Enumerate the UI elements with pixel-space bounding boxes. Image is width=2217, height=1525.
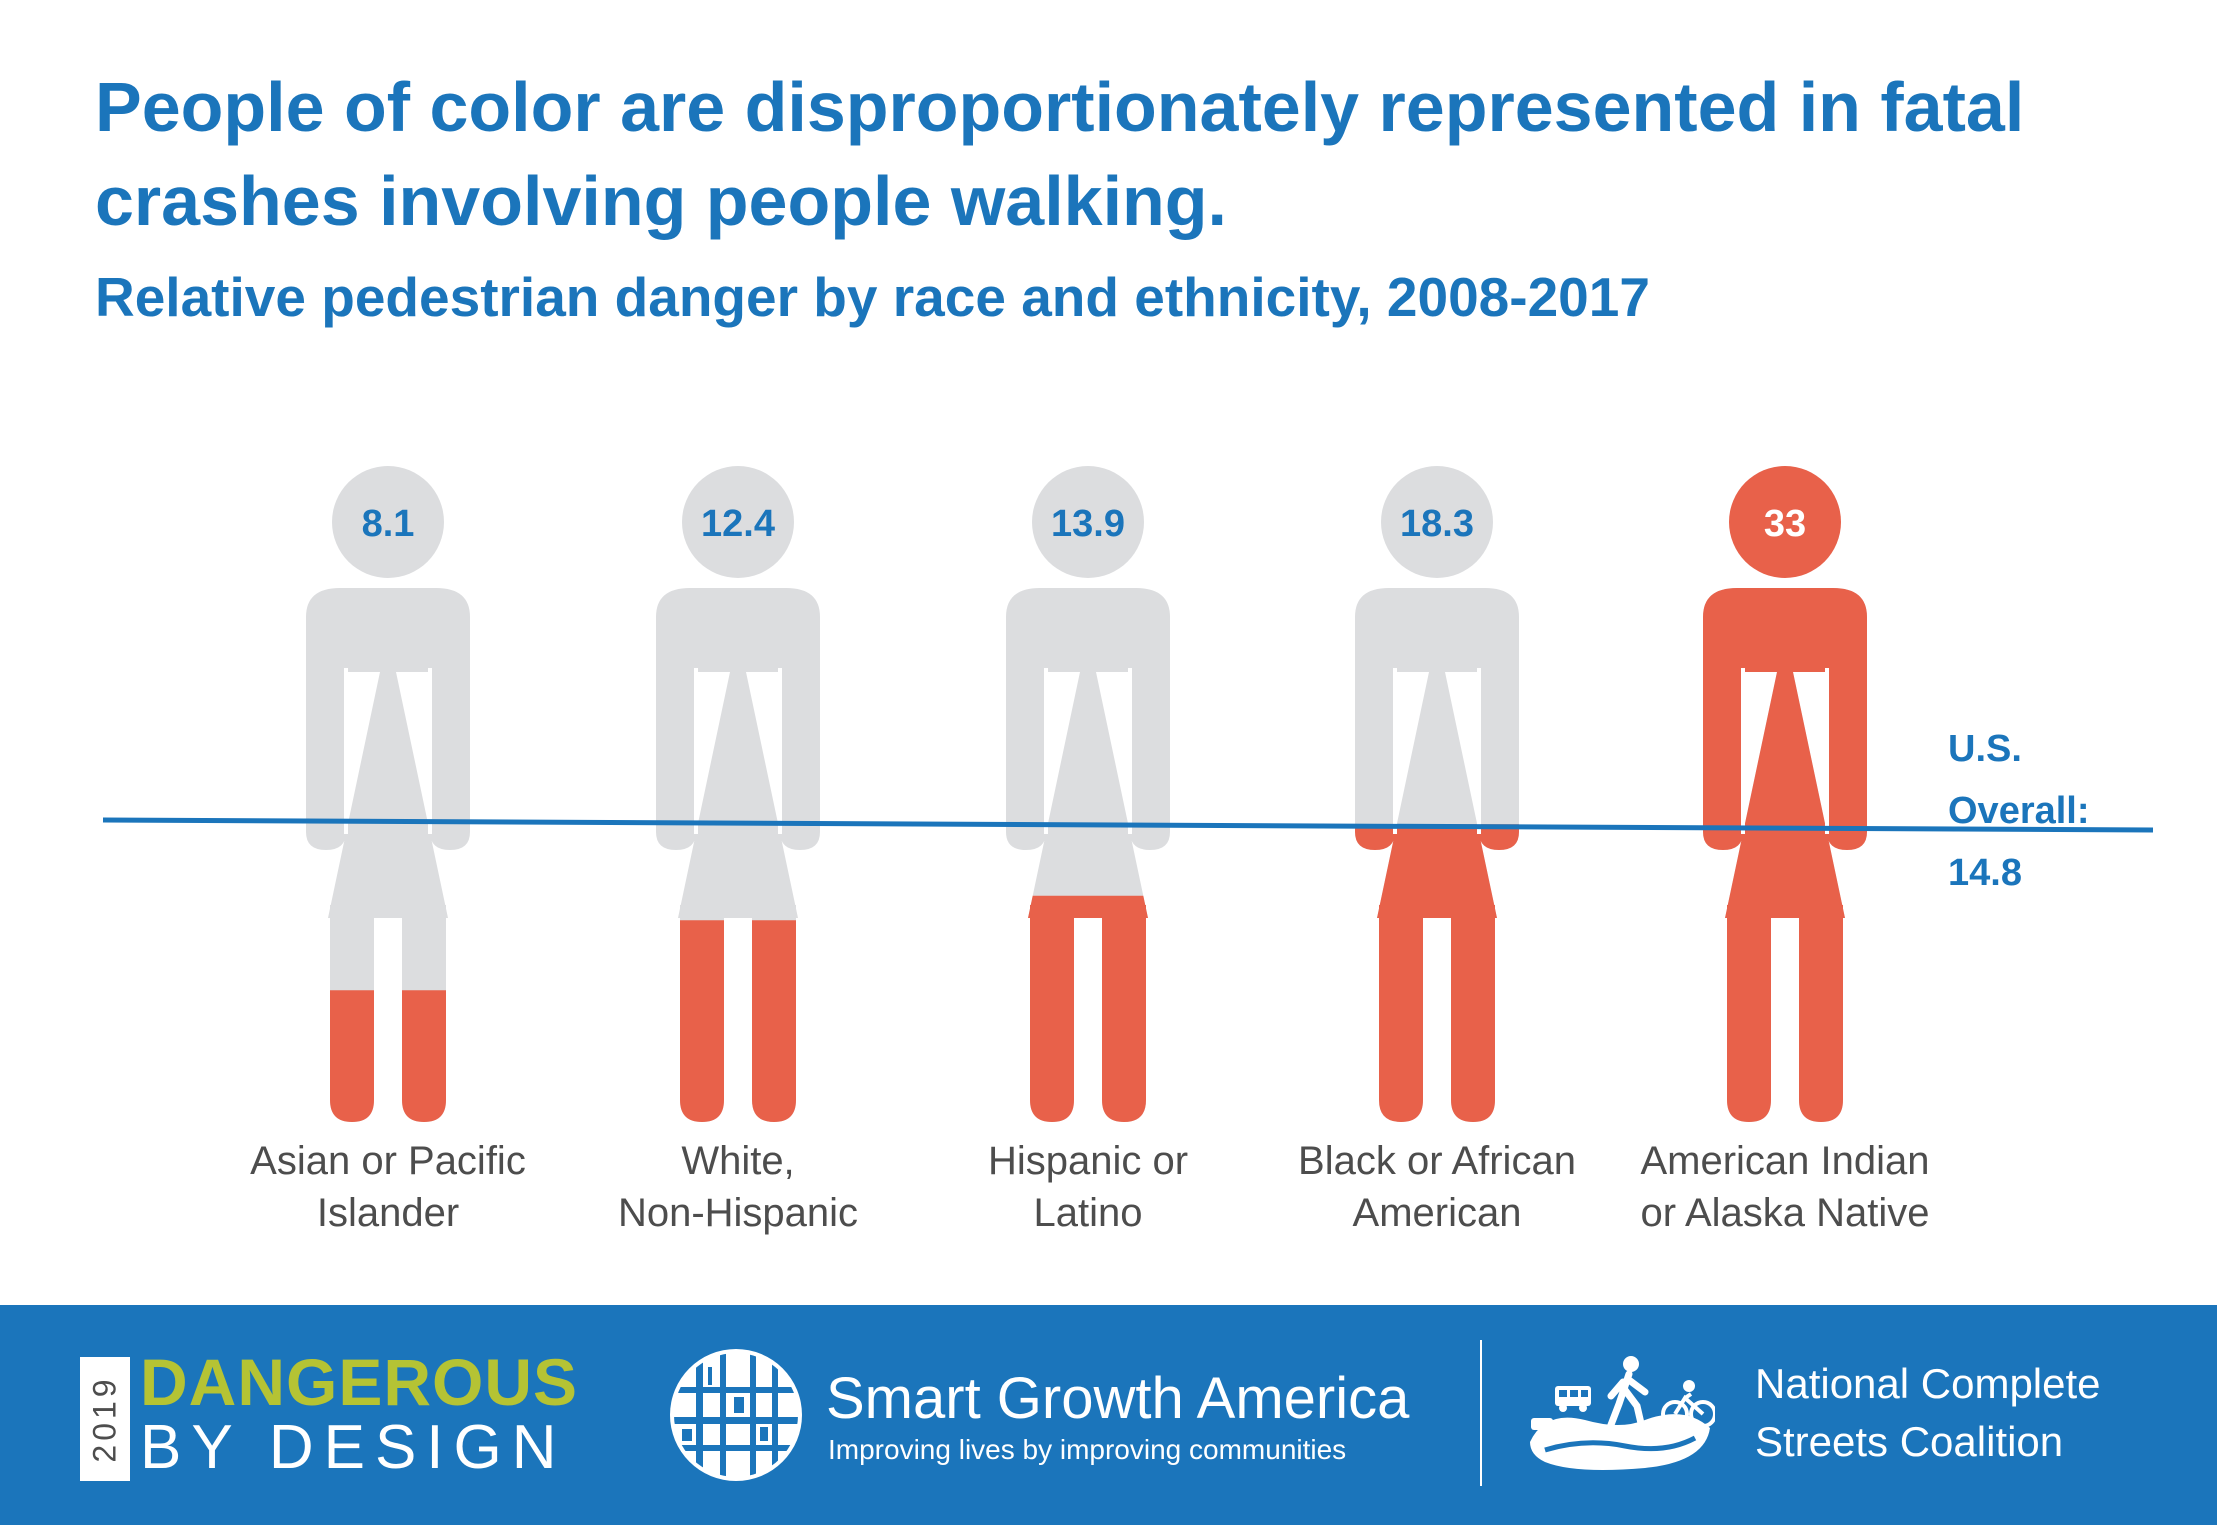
dbd-logo-line-1: DANGEROUS	[140, 1345, 579, 1419]
value-label-4: 33	[1764, 503, 1806, 545]
category-label-0: Asian or Pacific Islander	[223, 1135, 553, 1239]
figure-3: 18.3	[1355, 466, 1519, 1122]
figure-head-1	[682, 466, 794, 578]
category-label-1-line-1: Non-Hispanic	[617, 1191, 859, 1235]
category-label-2: Hispanic or Latino	[923, 1135, 1253, 1239]
value-label-1: 12.4	[701, 503, 775, 545]
figure-fill-1	[680, 920, 796, 1122]
us-overall-reference-line	[102, 817, 2154, 833]
category-label-3: Black or African American	[1272, 1135, 1602, 1239]
category-label-4-line-1: or Alaska Native	[1640, 1191, 1930, 1235]
pictogram-chart: 8.1 12.4 13.9 18.3 33	[102, 466, 2154, 1122]
category-label-0-line-1: Islander	[316, 1191, 460, 1235]
category-label-3-line-0: Black or African	[1298, 1139, 1576, 1183]
footer-banner: 2019 DANGEROUS BY DESIGN Smart Growth Am…	[0, 1305, 2217, 1525]
sga-name: Smart Growth America	[826, 1366, 1410, 1431]
figure-head-3	[1381, 466, 1493, 578]
sga-tagline: Improving lives by improving communities	[828, 1434, 1347, 1465]
figure-fill-2	[1028, 895, 1148, 1122]
dbd-year-box: 2019	[80, 1357, 130, 1481]
dbd-logo-line-2: BY DESIGN	[140, 1413, 567, 1482]
us-overall-label-line-2: Overall:	[1948, 790, 2090, 832]
figure-2: 13.9	[1006, 466, 1170, 1122]
figure-1: 12.4	[656, 466, 820, 1122]
value-label-3: 18.3	[1400, 503, 1474, 545]
category-label-2-line-0: Hispanic or	[987, 1139, 1189, 1183]
figure-4: 33	[1703, 466, 1867, 1122]
figure-fill-4	[1703, 588, 1867, 1122]
complete-streets-logo-icon	[1530, 1356, 1715, 1470]
page-title: People of color are disproportionately r…	[95, 68, 2025, 240]
footer-divider	[1480, 1340, 1482, 1486]
dbd-year: 2019	[86, 1375, 123, 1463]
ncsc-name: National Complete Streets Coalition	[1755, 1360, 2101, 1465]
value-label-2: 13.9	[1051, 503, 1125, 545]
us-overall-label-line-1: U.S.	[1948, 728, 2022, 770]
category-label-0-line-0: Asian or Pacific	[250, 1139, 526, 1183]
figure-head-0	[332, 466, 444, 578]
category-label-3-line-1: American	[1352, 1191, 1522, 1235]
page-subtitle: Relative pedestrian danger by race and e…	[95, 266, 1650, 328]
figure-0: 8.1	[306, 466, 470, 1122]
category-label-4-line-0: American Indian	[1640, 1139, 1930, 1183]
us-overall-label: U.S. Overall: 14.8	[1948, 718, 2090, 904]
figure-head-4	[1729, 466, 1841, 578]
us-overall-value: 14.8	[1948, 852, 2022, 894]
category-label-1: White, Non-Hispanic	[573, 1135, 903, 1239]
figure-fill-3	[1355, 824, 1519, 1122]
figure-head-2	[1032, 466, 1144, 578]
category-label-2-line-1: Latino	[1033, 1191, 1143, 1235]
category-label-1-line-0: White,	[681, 1139, 795, 1183]
category-label-4: American Indian or Alaska Native	[1620, 1135, 1950, 1239]
figure-fill-0	[330, 990, 446, 1122]
smart-growth-america-logo-icon	[670, 1349, 802, 1481]
value-label-0: 8.1	[362, 503, 415, 545]
